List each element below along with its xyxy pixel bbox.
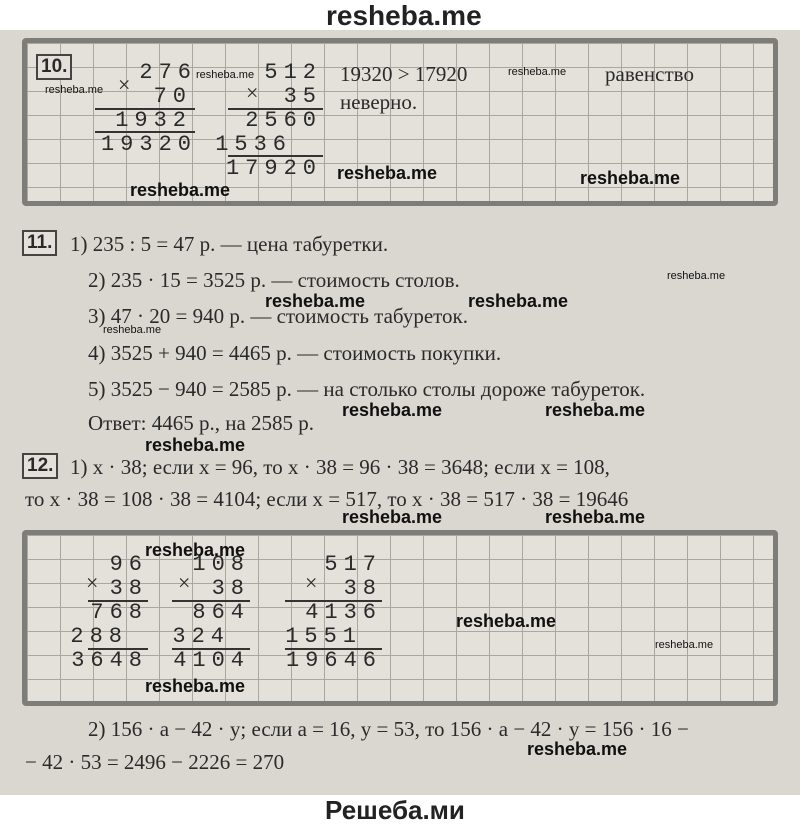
rule xyxy=(88,600,148,602)
rule xyxy=(172,600,250,602)
grid-box xyxy=(22,38,778,206)
watermark: resheba.me xyxy=(527,739,628,759)
factor: 276 xyxy=(139,60,197,85)
footer-title: Решеба.ми xyxy=(325,795,465,825)
watermark: resheba.me xyxy=(342,400,443,420)
conclusion: неверно. xyxy=(340,90,418,114)
watermark: resheba.me xyxy=(130,180,231,200)
task-number: 12. xyxy=(22,453,59,479)
solution-line: 5) 3525 − 940 = 2585 р. — на столько сто… xyxy=(88,377,646,401)
factor: 38 xyxy=(211,576,250,601)
partial: 4136 xyxy=(305,600,382,625)
grid-box xyxy=(22,530,778,706)
partial: 768 xyxy=(90,600,148,625)
partial: 864 xyxy=(192,600,250,625)
rule xyxy=(88,648,148,650)
solution-line: 3) 47 · 20 = 940 р. — стоимость табурето… xyxy=(88,304,468,328)
solution-line: 2) 235 · 15 = 3525 р. — стоимость столов… xyxy=(88,268,460,292)
watermark: resheba.me xyxy=(655,639,714,651)
watermark: resheba.me xyxy=(45,84,104,96)
rule xyxy=(228,155,323,157)
watermark: resheba.me xyxy=(145,540,246,560)
watermark: resheba.me xyxy=(456,611,557,631)
partial: 1551 xyxy=(285,624,362,649)
watermark: resheba.me xyxy=(265,291,366,311)
solution-line: 4) 3525 + 940 = 4465 р. — стоимость поку… xyxy=(88,341,502,365)
task-number: 11. xyxy=(22,230,58,256)
factor: 35 xyxy=(283,84,322,109)
factor: 38 xyxy=(109,576,148,601)
watermark: resheba.me xyxy=(508,66,567,78)
result: 19320 xyxy=(100,132,197,157)
watermark: resheba.me xyxy=(468,291,569,311)
rule xyxy=(95,131,195,133)
result: 3648 xyxy=(71,648,148,673)
partial: 2560 xyxy=(245,108,322,133)
factor: 512 xyxy=(264,60,322,85)
comparison: 19320 > 17920 xyxy=(340,62,468,86)
watermark: resheba.me xyxy=(196,69,255,81)
watermark: resheba.me xyxy=(545,400,646,420)
solution-line: 1) x · 38; если x = 96, то x · 38 = 96 ·… xyxy=(70,455,610,479)
watermark: resheba.me xyxy=(145,676,246,696)
watermark: resheba.me xyxy=(337,163,438,183)
watermark: resheba.me xyxy=(580,168,681,188)
result: 17920 xyxy=(225,156,322,181)
watermark: resheba.me xyxy=(545,507,646,527)
result: 19646 xyxy=(285,648,382,673)
factor: 70 xyxy=(153,84,192,109)
solution-line: 2) 156 · a − 42 · y; если a = 16, y = 53… xyxy=(88,717,689,741)
solution-line: − 42 · 53 = 2496 − 2226 = 270 xyxy=(25,750,285,774)
answer: Ответ: 4465 р., на 2585 р. xyxy=(88,411,315,435)
mult-sign: × xyxy=(178,570,191,595)
solution-line: 1) 235 : 5 = 47 р. — цена табуретки. xyxy=(70,232,389,256)
partial: 1932 xyxy=(115,108,192,133)
rule xyxy=(285,600,382,602)
mult-sign: × xyxy=(246,80,259,105)
rule xyxy=(95,108,195,110)
factor: 517 xyxy=(324,552,382,577)
rule xyxy=(172,648,250,650)
task-number: 10. xyxy=(36,54,73,80)
result: 4104 xyxy=(173,648,250,673)
watermark: resheba.me xyxy=(667,270,726,282)
factor: 108 xyxy=(192,552,250,577)
rule xyxy=(228,108,323,110)
watermark: resheba.me xyxy=(145,435,246,455)
mult-sign: × xyxy=(118,72,131,97)
partial: 288 xyxy=(70,624,128,649)
header-title: resheba.me xyxy=(326,0,482,31)
conclusion: равенство xyxy=(605,62,694,86)
factor: 96 xyxy=(109,552,148,577)
watermark: resheba.me xyxy=(342,507,443,527)
solution-line: то x · 38 = 108 · 38 = 4104; если x = 51… xyxy=(25,487,629,511)
mult-sign: × xyxy=(86,570,99,595)
watermark: resheba.me xyxy=(103,324,162,336)
partial: 1536 xyxy=(215,132,292,157)
mult-sign: × xyxy=(305,570,318,595)
factor: 38 xyxy=(343,576,382,601)
rule xyxy=(285,648,382,650)
partial: 324 xyxy=(172,624,230,649)
